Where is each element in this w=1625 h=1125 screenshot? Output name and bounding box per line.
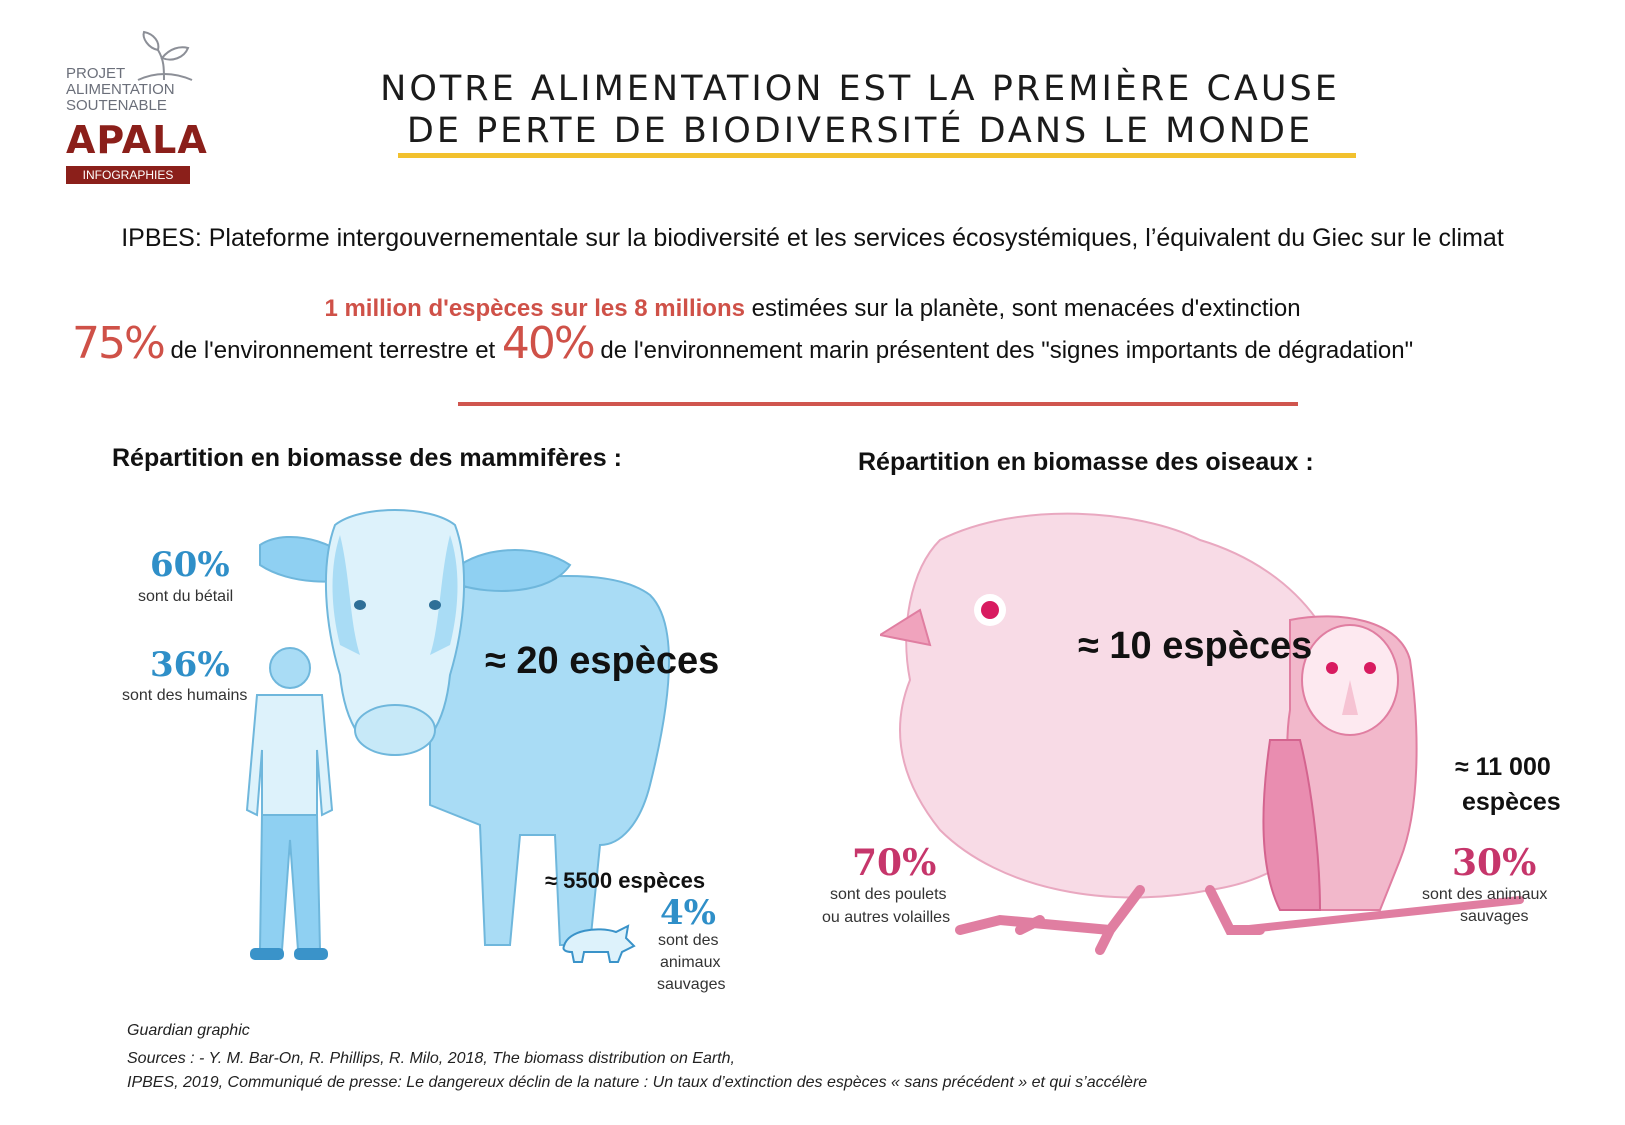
rhino-illustration: [562, 924, 636, 963]
cow-illustration: [259, 509, 670, 946]
livestock-label: sont du bétail: [138, 588, 234, 605]
wild-bird-species-2: espèces: [1462, 788, 1561, 816]
poultry-label-1: sont des poulets: [830, 886, 947, 903]
graphic-credit: Guardian graphic: [127, 1022, 250, 1039]
stat-species-highlight: 1 million d'espèces sur les 8 millions: [324, 295, 745, 322]
logo-line-1: PROJET: [66, 65, 126, 82]
logo-tag: INFOGRAPHIES: [66, 166, 190, 184]
stat-species: 1 million d'espèces sur les 8 millions e…: [40, 295, 1585, 323]
wild-bird-label-1: sont des animaux: [1422, 886, 1548, 903]
stat-land-text: de l'environnement terrestre et: [163, 337, 502, 364]
logo-line-3: SOUTENABLE: [66, 97, 167, 114]
stat-sea-text: de l'environnement marin présentent des …: [593, 337, 1414, 364]
human-illustration: [245, 647, 334, 960]
sources-line-1: Sources : - Y. M. Bar-On, R. Phillips, R…: [127, 1050, 735, 1067]
humans-pct: 36%: [150, 645, 230, 685]
chick-illustration: [880, 512, 1524, 955]
title-underline: [398, 153, 1356, 158]
stat-degradation: 75% de l'environnement terrestre et 40% …: [72, 318, 1612, 369]
title-line-2: DE PERTE DE BIODIVERSITÉ DANS LE MONDE: [406, 111, 1314, 151]
livestock-pct: 60%: [150, 545, 230, 585]
wild-bird-species-1: ≈ 11 000: [1455, 753, 1551, 781]
wild-mammal-label-2: animaux: [660, 954, 721, 971]
section-divider: [458, 402, 1298, 406]
sprout-icon: [137, 30, 193, 81]
mammals-heading: Répartition en biomasse des mammifères :: [112, 444, 622, 472]
title-line-1: NOTRE ALIMENTATION EST LA PREMIÈRE CAUSE: [380, 69, 1340, 109]
birds-heading: Répartition en biomasse des oiseaux :: [858, 448, 1314, 476]
ipbes-definition: IPBES: Plateforme intergouvernementale s…: [121, 224, 1504, 252]
wild-mammal-species: ≈ 5500 espèces: [545, 868, 706, 893]
stat-species-text: estimées sur la planète, sont menacées d…: [744, 295, 1301, 322]
stat-sea-pct: 40%: [501, 318, 596, 369]
wild-mammal-pct: 4%: [660, 893, 716, 933]
stat-land-pct: 75%: [72, 318, 166, 369]
logo-brand: APALA: [66, 118, 208, 162]
logo-line-2: ALIMENTATION: [66, 81, 175, 98]
poultry-label-2: ou autres volailles: [822, 909, 951, 926]
poultry-species: ≈ 10 espèces: [1078, 625, 1313, 667]
wild-bird-label-2: sauvages: [1460, 908, 1529, 925]
humans-label: sont des humains: [122, 687, 248, 704]
page-title: NOTRE ALIMENTATION EST LA PREMIÈRE CAUSE…: [380, 68, 1340, 152]
wild-mammal-label-3: sauvages: [657, 976, 726, 993]
sources-line-2: IPBES, 2019, Communiqué de presse: Le da…: [127, 1074, 1148, 1091]
wild-bird-pct: 30%: [1452, 842, 1537, 884]
livestock-species: ≈ 20 espèces: [485, 640, 720, 682]
poultry-pct: 70%: [852, 842, 937, 884]
logo: PROJET ALIMENTATION SOUTENABLE APALA INF…: [66, 30, 207, 190]
wild-mammal-label-1: sont des: [658, 932, 719, 949]
